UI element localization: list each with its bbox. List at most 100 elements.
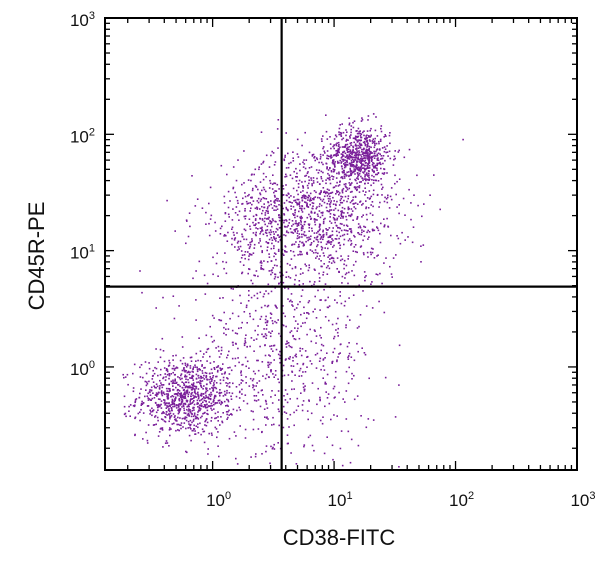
data-point bbox=[274, 220, 276, 223]
data-point bbox=[393, 158, 395, 161]
data-point bbox=[358, 181, 361, 183]
data-point bbox=[342, 155, 345, 157]
data-point bbox=[152, 369, 154, 372]
x-tick-label: 101 bbox=[328, 490, 353, 510]
data-point bbox=[270, 200, 272, 202]
data-point bbox=[292, 160, 295, 162]
data-point bbox=[421, 215, 423, 218]
data-point bbox=[319, 255, 321, 257]
data-point bbox=[173, 422, 175, 425]
data-point bbox=[205, 390, 207, 393]
data-point bbox=[202, 356, 204, 358]
data-point bbox=[171, 398, 174, 401]
data-point bbox=[336, 152, 339, 155]
data-point bbox=[185, 392, 187, 394]
data-point bbox=[314, 223, 317, 226]
data-point bbox=[187, 404, 190, 406]
data-point bbox=[335, 144, 338, 147]
data-point bbox=[373, 170, 375, 173]
data-point bbox=[226, 413, 228, 416]
data-point bbox=[308, 224, 310, 226]
data-point bbox=[166, 369, 169, 371]
data-point bbox=[275, 237, 277, 240]
data-point bbox=[300, 354, 303, 357]
data-point bbox=[386, 201, 389, 204]
data-point bbox=[139, 419, 141, 422]
data-point bbox=[341, 275, 344, 278]
data-point bbox=[319, 234, 322, 236]
data-point bbox=[163, 367, 166, 369]
data-point bbox=[156, 404, 158, 406]
data-point bbox=[220, 319, 223, 322]
data-point bbox=[253, 274, 255, 277]
data-point bbox=[261, 333, 263, 336]
data-point bbox=[356, 342, 358, 345]
data-point bbox=[264, 344, 266, 346]
data-point bbox=[275, 220, 277, 223]
data-point bbox=[266, 234, 268, 237]
data-point bbox=[330, 418, 332, 421]
data-point bbox=[255, 400, 258, 402]
data-point bbox=[154, 366, 156, 369]
data-point bbox=[360, 245, 363, 247]
data-point bbox=[283, 159, 286, 162]
data-point bbox=[303, 388, 306, 391]
data-point bbox=[352, 199, 354, 201]
data-point bbox=[259, 208, 261, 210]
data-point bbox=[252, 232, 255, 234]
data-point bbox=[175, 366, 178, 369]
data-point bbox=[348, 154, 351, 157]
data-point bbox=[310, 217, 313, 220]
data-point bbox=[352, 149, 354, 151]
data-point bbox=[372, 165, 375, 168]
data-point bbox=[159, 385, 161, 387]
data-point bbox=[275, 321, 278, 324]
data-point bbox=[144, 361, 147, 363]
data-point bbox=[362, 214, 364, 216]
data-point bbox=[338, 237, 340, 240]
data-point bbox=[293, 214, 296, 216]
data-point bbox=[184, 362, 187, 365]
data-point bbox=[188, 414, 190, 416]
data-point bbox=[404, 239, 406, 241]
data-point bbox=[220, 403, 222, 406]
data-point bbox=[319, 419, 322, 422]
data-point bbox=[340, 162, 342, 164]
data-point bbox=[345, 190, 347, 192]
data-point bbox=[439, 208, 441, 211]
data-point bbox=[188, 386, 191, 389]
data-point bbox=[308, 300, 311, 302]
data-point bbox=[283, 411, 286, 413]
data-point bbox=[350, 125, 353, 127]
data-point bbox=[178, 408, 180, 411]
data-point bbox=[366, 231, 368, 234]
data-point bbox=[213, 396, 216, 398]
data-point bbox=[212, 273, 214, 276]
data-point bbox=[245, 365, 247, 368]
data-point bbox=[197, 402, 199, 405]
data-point bbox=[134, 401, 136, 404]
data-point bbox=[262, 186, 265, 189]
data-point bbox=[336, 415, 338, 417]
data-point bbox=[344, 277, 346, 279]
data-point bbox=[329, 167, 331, 170]
data-point bbox=[348, 150, 351, 153]
data-point bbox=[329, 136, 331, 138]
data-point bbox=[345, 326, 347, 329]
data-point bbox=[225, 405, 227, 407]
data-point bbox=[160, 382, 162, 384]
data-point bbox=[200, 433, 202, 436]
data-point bbox=[302, 382, 305, 385]
data-point bbox=[177, 416, 179, 419]
data-point bbox=[309, 198, 311, 201]
data-point bbox=[240, 250, 243, 252]
data-point bbox=[319, 299, 321, 301]
data-point bbox=[285, 346, 288, 348]
data-point bbox=[348, 187, 351, 190]
data-point bbox=[350, 142, 353, 144]
data-point bbox=[226, 377, 228, 379]
data-point bbox=[332, 160, 334, 162]
data-point bbox=[275, 348, 278, 351]
data-point bbox=[184, 374, 187, 377]
data-point bbox=[253, 173, 255, 176]
